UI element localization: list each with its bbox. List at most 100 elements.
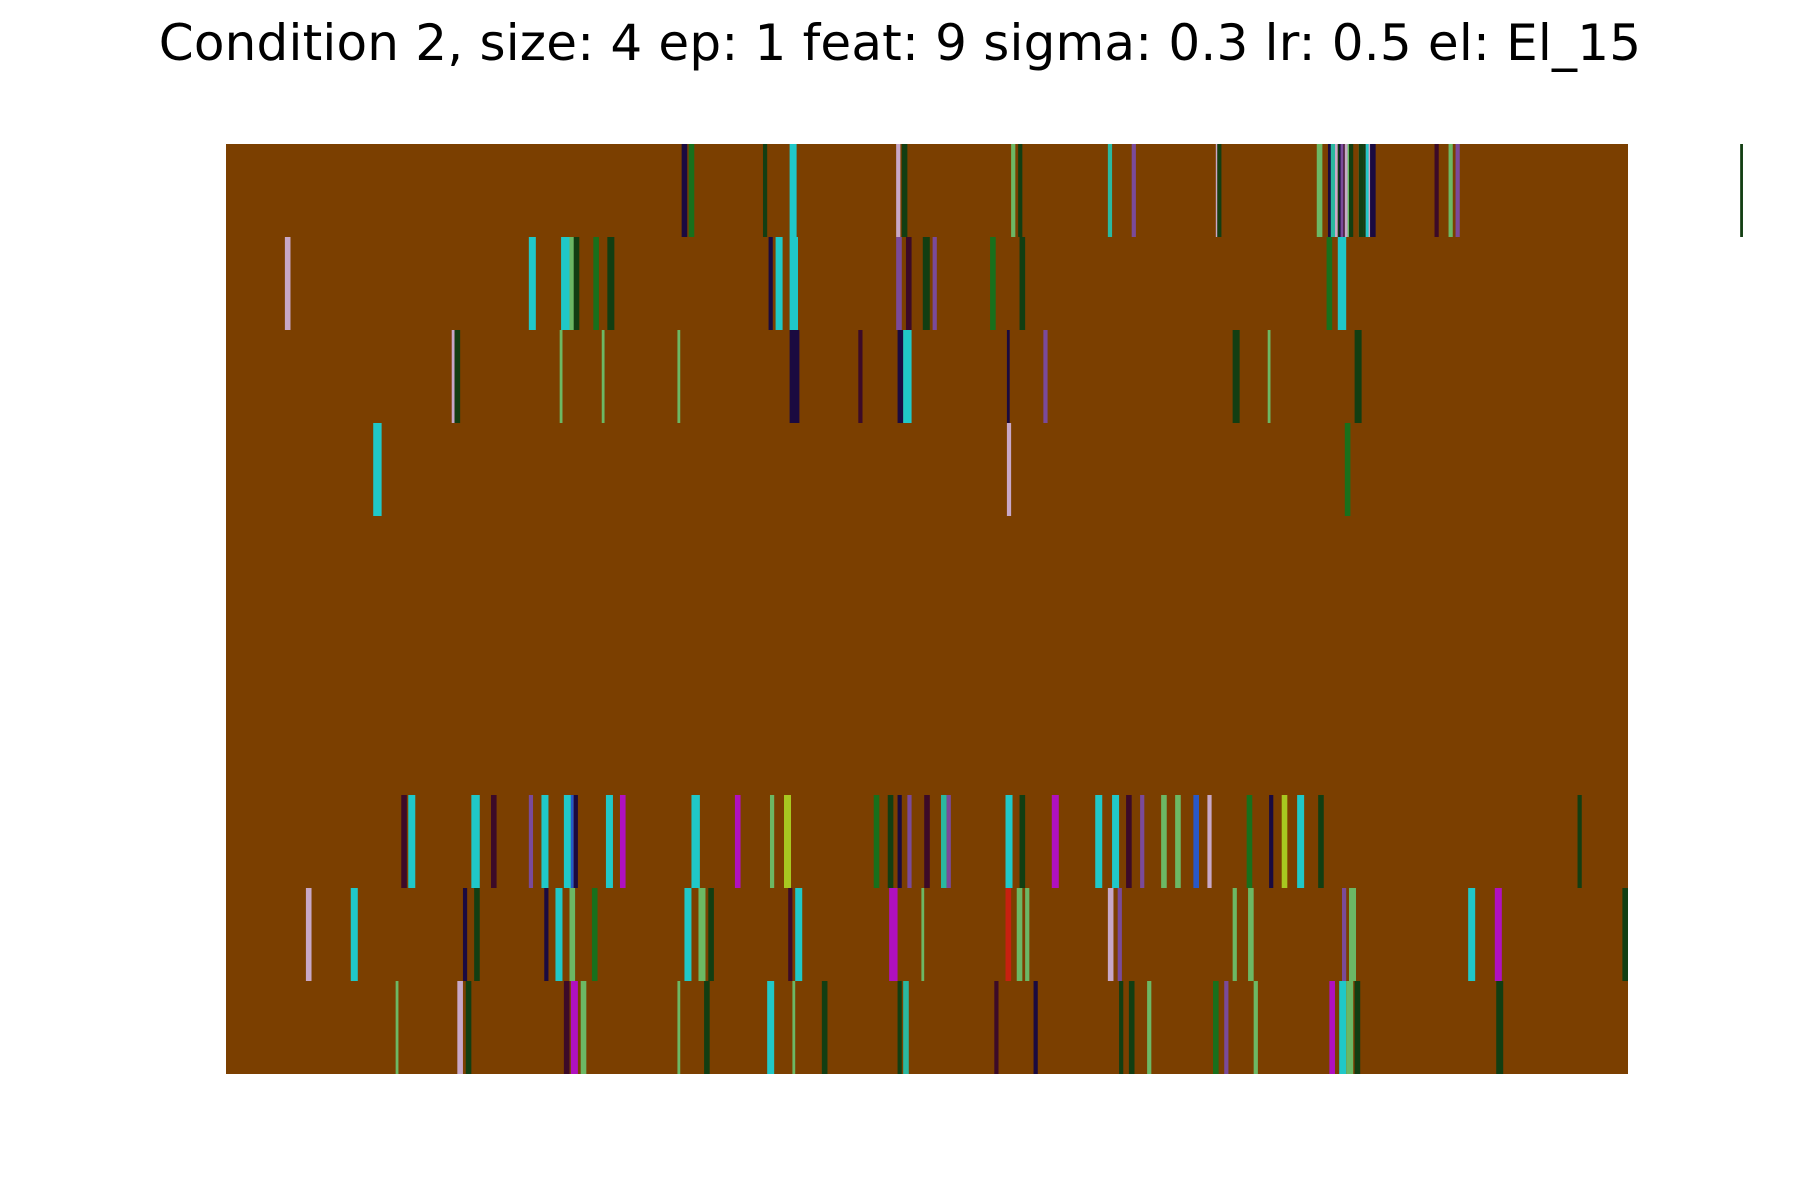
heatmap-cell	[457, 981, 463, 1074]
heatmap-cell	[561, 237, 570, 330]
heatmap-cell	[1281, 795, 1288, 888]
heatmap-cell	[454, 330, 461, 423]
heatmap-cell	[1318, 795, 1324, 888]
heatmap-cell	[1224, 981, 1229, 1074]
heatmap-cell	[1018, 144, 1023, 237]
heatmap-cell	[903, 981, 909, 1074]
heatmap-cell	[395, 981, 399, 1074]
heatmap-cell	[1253, 981, 1258, 1074]
heatmap-row-0	[681, 144, 1743, 237]
heatmap-cell	[1112, 795, 1120, 888]
heatmap-cell	[932, 237, 937, 330]
heatmap-cell	[471, 795, 480, 888]
heatmap-cell	[1128, 981, 1135, 1074]
heatmap-row-2	[451, 330, 1362, 423]
heatmap-cell	[1193, 795, 1199, 888]
heatmap-cell	[896, 237, 902, 330]
heatmap-cell	[1349, 888, 1357, 981]
heatmap-cell	[905, 237, 912, 330]
heatmap-cell	[1246, 795, 1253, 888]
heatmap-cell	[897, 981, 902, 1074]
heatmap-cell	[570, 981, 578, 1074]
heatmap-cell	[1326, 237, 1333, 330]
heatmap-cell	[451, 330, 455, 423]
heatmap-cell	[1337, 237, 1347, 330]
heatmap-cell	[789, 330, 800, 423]
heatmap-cell	[1577, 795, 1582, 888]
heatmap-cell	[1005, 888, 1012, 981]
heatmap-cell	[1358, 144, 1364, 237]
heatmap-cell	[350, 888, 358, 981]
heatmap-cell	[1248, 888, 1254, 981]
heatmap-cell	[284, 237, 291, 330]
heatmap-cell	[788, 888, 793, 981]
heatmap-cell	[1131, 144, 1136, 237]
heatmap-cell	[569, 237, 576, 330]
heatmap-cell	[1016, 888, 1023, 981]
heatmap-cell	[1232, 888, 1237, 981]
heatmap-cell	[1494, 888, 1502, 981]
heatmap-cell	[462, 888, 468, 981]
heatmap-rows	[284, 144, 1743, 1074]
heatmap-cell	[921, 888, 925, 981]
heatmap-cell	[474, 888, 480, 981]
heatmap-cell	[896, 144, 901, 237]
heatmap-row-9	[395, 981, 1504, 1074]
heatmap-row-7	[401, 795, 1582, 888]
heatmap-cell	[1217, 144, 1222, 237]
heatmap-cell	[591, 888, 598, 981]
heatmap-cell	[1005, 795, 1013, 888]
heatmap-cell	[1333, 144, 1338, 237]
heatmap-cell	[1267, 330, 1271, 423]
heatmap-cell	[1455, 144, 1460, 237]
heatmap-cell	[1339, 144, 1341, 237]
heatmap-cell	[541, 795, 549, 888]
heatmap-cell	[762, 144, 768, 237]
heatmap-cell	[593, 237, 599, 330]
heatmap-cell	[1232, 330, 1240, 423]
heatmap-cell	[1354, 330, 1362, 423]
heatmap-cell	[1207, 795, 1212, 888]
heatmap-cell	[698, 888, 706, 981]
heatmap-cell	[789, 144, 797, 237]
heatmap-cell	[708, 888, 714, 981]
heatmap-cell	[601, 330, 605, 423]
heatmap-cell	[1340, 144, 1344, 237]
heatmap-cell	[1622, 888, 1628, 981]
heatmap-cell	[887, 795, 894, 888]
heatmap-cell	[889, 888, 898, 981]
heatmap-row-1	[284, 237, 1347, 330]
heatmap-row-3	[373, 423, 1351, 516]
heatmap-cell	[873, 795, 880, 888]
heatmap-cell	[305, 888, 312, 981]
heatmap-cell	[1147, 981, 1152, 1074]
heatmap-cell	[490, 795, 497, 888]
heatmap-cell	[784, 795, 792, 888]
heatmap-cell	[681, 144, 688, 237]
heatmap-cell	[570, 795, 574, 888]
heatmap-cell	[1019, 237, 1026, 330]
heatmap-cell	[1011, 144, 1016, 237]
heatmap-cell	[677, 330, 681, 423]
heatmap-cell	[941, 795, 947, 888]
heatmap-cell	[607, 237, 615, 330]
heatmap-cell	[544, 888, 549, 981]
heatmap-cell	[677, 981, 681, 1074]
heatmap-cell	[897, 330, 904, 423]
chart-title: Condition 2, size: 4 ep: 1 feat: 9 sigma…	[158, 14, 1642, 72]
heatmap-cell	[1339, 981, 1347, 1074]
heatmap-cell	[1448, 144, 1453, 237]
heatmap-cell	[1033, 981, 1038, 1074]
heatmap-cell	[903, 330, 912, 423]
heatmap-cell	[1363, 144, 1368, 237]
heatmap-cell	[555, 888, 563, 981]
heatmap-cell	[605, 795, 613, 888]
heatmap-cell	[1019, 795, 1026, 888]
heatmap-cell	[1365, 144, 1369, 237]
heatmap-cell	[767, 981, 775, 1074]
heatmap-row-8	[305, 888, 1628, 981]
heatmap-cell	[1344, 144, 1348, 237]
heatmap-cell	[559, 330, 563, 423]
heatmap-cell	[373, 423, 382, 516]
heatmap-cell	[528, 237, 536, 330]
